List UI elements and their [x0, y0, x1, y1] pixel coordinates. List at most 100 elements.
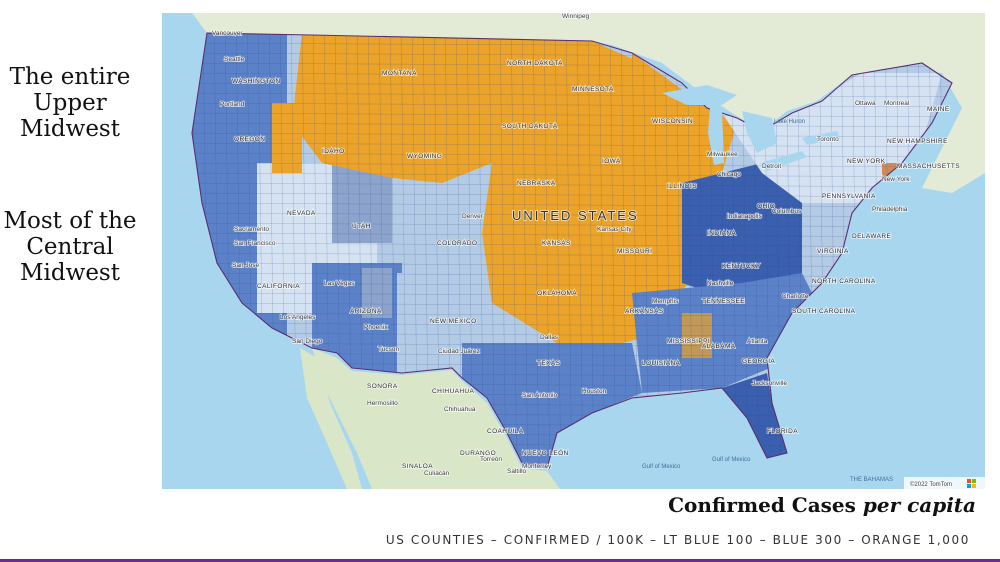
water-label: Gulf of Mexico	[642, 464, 681, 470]
microsoft-logo-icon	[967, 484, 971, 488]
water-label: Lake Huron	[774, 119, 805, 125]
city-label: Dallas	[540, 334, 559, 341]
lake-ontario	[802, 131, 840, 145]
map-caption: Confirmed Cases per capita	[668, 493, 976, 517]
annotation-line: Midwest	[20, 260, 120, 286]
map-copyright-box	[904, 477, 985, 489]
state-label: PENNSYLVANIA	[822, 193, 876, 200]
state-label: MAINE	[927, 106, 950, 113]
annotation-line: Central	[26, 234, 114, 260]
mexico-state-label: COAHUILA	[487, 428, 524, 435]
state-label: WISCONSIN	[652, 118, 693, 125]
city-label: San Francisco	[234, 240, 276, 247]
caption-emphasis: per capita	[862, 493, 976, 517]
state-label: COLORADO	[437, 240, 477, 247]
city-label: Memphis	[652, 298, 679, 305]
state-label: LOUISIANA	[642, 360, 681, 367]
city-label: Houston	[582, 388, 607, 395]
lake-huron	[742, 111, 777, 153]
us-county-choropleth-map[interactable]: UNITED STATES Vancouver Seattle Portland San…	[162, 13, 985, 489]
state-label: NEVADA	[287, 210, 316, 217]
state-label: UTAH	[352, 223, 371, 230]
city-label: Kansas City	[597, 226, 632, 233]
state-label: TENNESSEE	[702, 298, 745, 305]
state-label: WYOMING	[407, 153, 442, 160]
map-copyright: ©2022 TomTom	[910, 481, 952, 488]
state-label: MONTANA	[382, 70, 417, 77]
city-label: Saltillo	[507, 468, 527, 475]
region-texas	[462, 343, 642, 468]
state-label: WASHINGTON	[232, 78, 280, 85]
canada-landmass	[162, 13, 985, 193]
city-label: Winnipeg	[562, 13, 589, 20]
city-label: Las Vegas	[324, 280, 355, 287]
state-label: TEXAS	[537, 360, 561, 367]
city-label: Vancouver	[212, 30, 243, 37]
city-label: Seattle	[224, 56, 245, 63]
city-label: Ciudad Juárez	[438, 348, 480, 355]
city-label: Toronto	[817, 136, 839, 143]
region-patch	[272, 103, 302, 173]
country-label: UNITED STATES	[512, 208, 639, 223]
state-label: NORTH DAKOTA	[507, 60, 563, 67]
lake-erie	[760, 151, 807, 171]
city-label: Chihuahua	[444, 406, 476, 413]
city-label: Milwaukee	[707, 151, 738, 158]
state-label: ARKANSAS	[625, 308, 664, 315]
microsoft-logo-icon	[967, 479, 971, 483]
lake-michigan	[708, 108, 724, 165]
city-label: Torreón	[480, 456, 502, 463]
region-ohio-valley	[682, 163, 802, 303]
city-label: Columbus	[772, 208, 802, 215]
city-label: Denver	[462, 213, 484, 220]
region-patch	[632, 213, 677, 283]
caption-main: Confirmed Cases	[668, 493, 856, 517]
state-label: IOWA	[602, 158, 621, 165]
annotation-line: Most of the	[3, 208, 137, 234]
microsoft-logo-icon	[972, 484, 976, 488]
city-label: Tucson	[378, 346, 399, 353]
state-label: ILLINOIS	[667, 183, 697, 190]
state-label: OHIO	[757, 203, 775, 210]
mexico-state-label: SONORA	[367, 383, 398, 390]
lake-superior	[662, 85, 737, 105]
region-northern-rockies	[292, 33, 642, 183]
mexico-state-label: DURANGO	[460, 450, 496, 457]
city-label: San Jose	[232, 262, 259, 269]
region-florida	[722, 373, 787, 458]
annotation-line: Midwest	[20, 116, 120, 142]
city-label: Hermosillo	[367, 400, 398, 407]
water-label: Gulf of Mexico	[712, 457, 751, 463]
state-label: NORTH CAROLINA	[812, 278, 876, 285]
city-label: San Antonio	[522, 392, 557, 399]
state-label: CALIFORNIA	[257, 283, 300, 290]
state-label: NEW HAMPSHIRE	[887, 138, 948, 145]
city-label: Culiacán	[424, 470, 450, 477]
water-label: THE BAHAMAS	[850, 477, 893, 483]
city-label: Indianapolis	[727, 213, 762, 220]
city-label: Phoenix	[364, 324, 388, 331]
state-label: IDAHO	[322, 148, 345, 155]
state-label: OREGON	[234, 136, 265, 143]
state-label: FLORIDA	[767, 428, 798, 435]
mexico-state-label: NUEVO LEÓN	[522, 448, 569, 457]
state-label: KANSAS	[542, 240, 571, 247]
state-label: MISSOURI	[617, 248, 652, 255]
region-patch	[362, 268, 392, 318]
city-label: Detroit	[762, 163, 781, 170]
city-label: Ottawa	[855, 100, 876, 107]
region-utah	[332, 163, 392, 243]
state-label: INDIANA	[707, 230, 736, 237]
city-label: Monterrey	[522, 463, 552, 470]
state-label: NEW YORK	[847, 158, 886, 165]
city-label: Atlanta	[747, 338, 768, 345]
city-label: Chicago	[717, 171, 741, 178]
annotation-upper-midwest: The entire Upper Midwest	[0, 64, 140, 142]
city-label: Nashville	[707, 280, 734, 287]
city-label: San Diego	[292, 338, 323, 345]
us-outline	[191, 32, 953, 469]
state-label: DELAWARE	[852, 233, 891, 240]
mexico-state-label: CHIHUAHUA	[432, 388, 475, 395]
state-label: MISSISSIPPI	[667, 338, 710, 345]
state-label: NEBRASKA	[517, 180, 556, 187]
